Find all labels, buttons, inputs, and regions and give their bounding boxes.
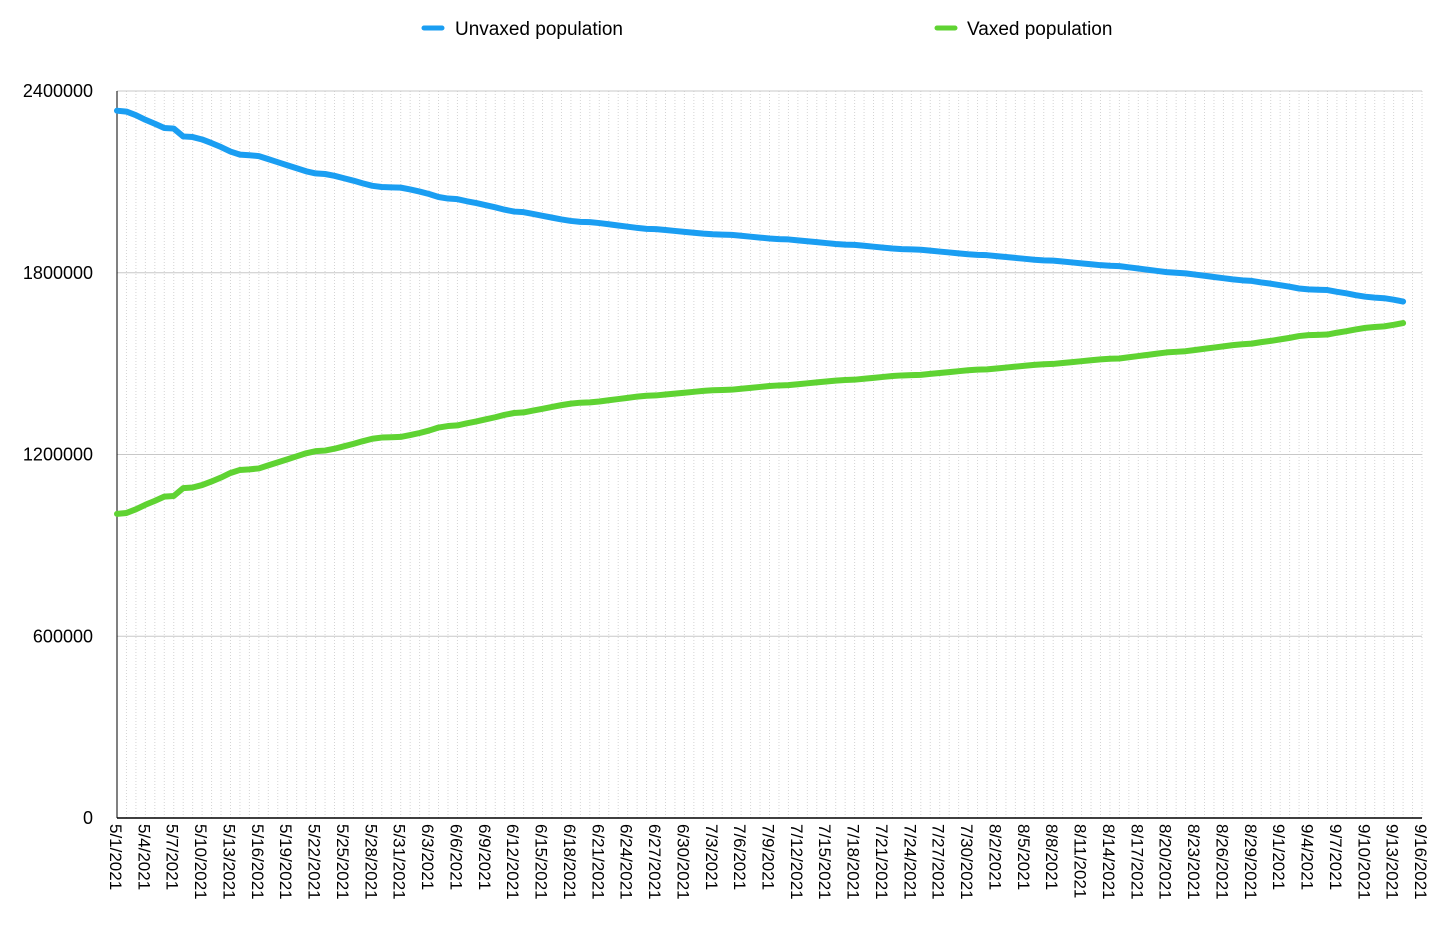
x-axis-tick-labels: 5/1/2021 5/4/2021 5/7/2021 5/10/2021 5/13/20… bbox=[106, 824, 1430, 900]
x-tick-label: 5/4/2021 bbox=[134, 824, 153, 890]
x-tick-label: 5/22/2021 bbox=[305, 824, 324, 900]
x-tick-label: 8/11/2021 bbox=[1071, 824, 1090, 898]
x-tick-label: 6/30/2021 bbox=[673, 824, 692, 900]
gridlines bbox=[117, 90, 1423, 818]
x-tick-label: 6/9/2021 bbox=[475, 824, 494, 890]
x-tick-label: 7/6/2021 bbox=[730, 824, 749, 890]
x-tick-label: 9/4/2021 bbox=[1298, 824, 1317, 890]
x-tick-label: 6/12/2021 bbox=[503, 824, 522, 900]
x-tick-label: 5/31/2021 bbox=[390, 824, 409, 900]
x-tick-label: 7/30/2021 bbox=[957, 824, 976, 900]
series-lines bbox=[114, 107, 1407, 517]
x-tick-label: 9/16/2021 bbox=[1411, 824, 1430, 900]
x-tick-label: 7/15/2021 bbox=[815, 824, 834, 900]
x-tick-label: 5/10/2021 bbox=[191, 824, 210, 900]
y-tick-label: 1800000 bbox=[23, 263, 93, 283]
x-tick-label: 6/15/2021 bbox=[532, 824, 551, 900]
x-tick-label: 9/13/2021 bbox=[1383, 824, 1402, 900]
x-tick-label: 8/23/2021 bbox=[1184, 824, 1203, 900]
x-tick-label: 7/21/2021 bbox=[872, 824, 891, 900]
x-tick-label: 5/19/2021 bbox=[276, 824, 295, 900]
x-tick-label: 6/21/2021 bbox=[588, 824, 607, 900]
y-tick-label: 2400000 bbox=[23, 81, 93, 101]
x-tick-label: 5/7/2021 bbox=[163, 824, 182, 890]
x-tick-label: 9/1/2021 bbox=[1269, 824, 1288, 890]
legend-label-vaxed: Vaxed population bbox=[967, 19, 1112, 40]
x-tick-label: 7/12/2021 bbox=[787, 824, 806, 900]
x-tick-label: 6/27/2021 bbox=[645, 824, 664, 900]
x-tick-label: 7/3/2021 bbox=[702, 824, 721, 890]
x-tick-label: 6/6/2021 bbox=[446, 824, 465, 890]
y-axis-tick-labels: 0 600000 1200000 1800000 2400000 bbox=[23, 81, 93, 828]
series-line-unvaxed bbox=[114, 107, 1407, 305]
x-tick-label: 6/3/2021 bbox=[418, 824, 437, 890]
x-tick-label: 8/17/2021 bbox=[1127, 824, 1146, 900]
x-tick-label: 5/25/2021 bbox=[333, 824, 352, 900]
x-tick-label: 8/5/2021 bbox=[1014, 824, 1033, 890]
x-tick-label: 9/7/2021 bbox=[1326, 824, 1345, 890]
x-tick-label: 7/9/2021 bbox=[759, 824, 778, 890]
x-tick-label: 5/13/2021 bbox=[219, 824, 238, 900]
x-tick-label: 8/2/2021 bbox=[985, 824, 1004, 890]
x-tick-label: 6/18/2021 bbox=[560, 824, 579, 900]
legend-label-unvaxed: Unvaxed population bbox=[455, 19, 623, 40]
x-tick-label: 7/27/2021 bbox=[929, 824, 948, 900]
x-tick-label: 6/24/2021 bbox=[617, 824, 636, 900]
x-tick-label: 7/24/2021 bbox=[900, 824, 919, 900]
y-tick-label: 1200000 bbox=[23, 445, 93, 465]
series-line-vaxed bbox=[114, 320, 1407, 517]
legend: Unvaxed population Vaxed population bbox=[421, 19, 1112, 40]
x-tick-label: 5/1/2021 bbox=[106, 824, 125, 890]
x-tick-label: 9/10/2021 bbox=[1354, 824, 1373, 900]
x-tick-label: 5/28/2021 bbox=[361, 824, 380, 900]
legend-item-unvaxed: Unvaxed population bbox=[421, 19, 623, 40]
x-tick-label: 8/26/2021 bbox=[1212, 824, 1231, 900]
x-tick-label: 8/20/2021 bbox=[1156, 824, 1175, 900]
axes bbox=[116, 91, 1422, 819]
x-tick-label: 8/14/2021 bbox=[1099, 824, 1118, 900]
y-tick-label: 0 bbox=[83, 808, 93, 828]
legend-item-vaxed: Vaxed population bbox=[934, 19, 1112, 40]
y-tick-label: 600000 bbox=[33, 626, 93, 646]
x-tick-label: 8/8/2021 bbox=[1042, 824, 1061, 890]
x-tick-label: 8/29/2021 bbox=[1241, 824, 1260, 900]
x-tick-label: 7/18/2021 bbox=[844, 824, 863, 900]
x-tick-label: 5/16/2021 bbox=[248, 824, 267, 900]
